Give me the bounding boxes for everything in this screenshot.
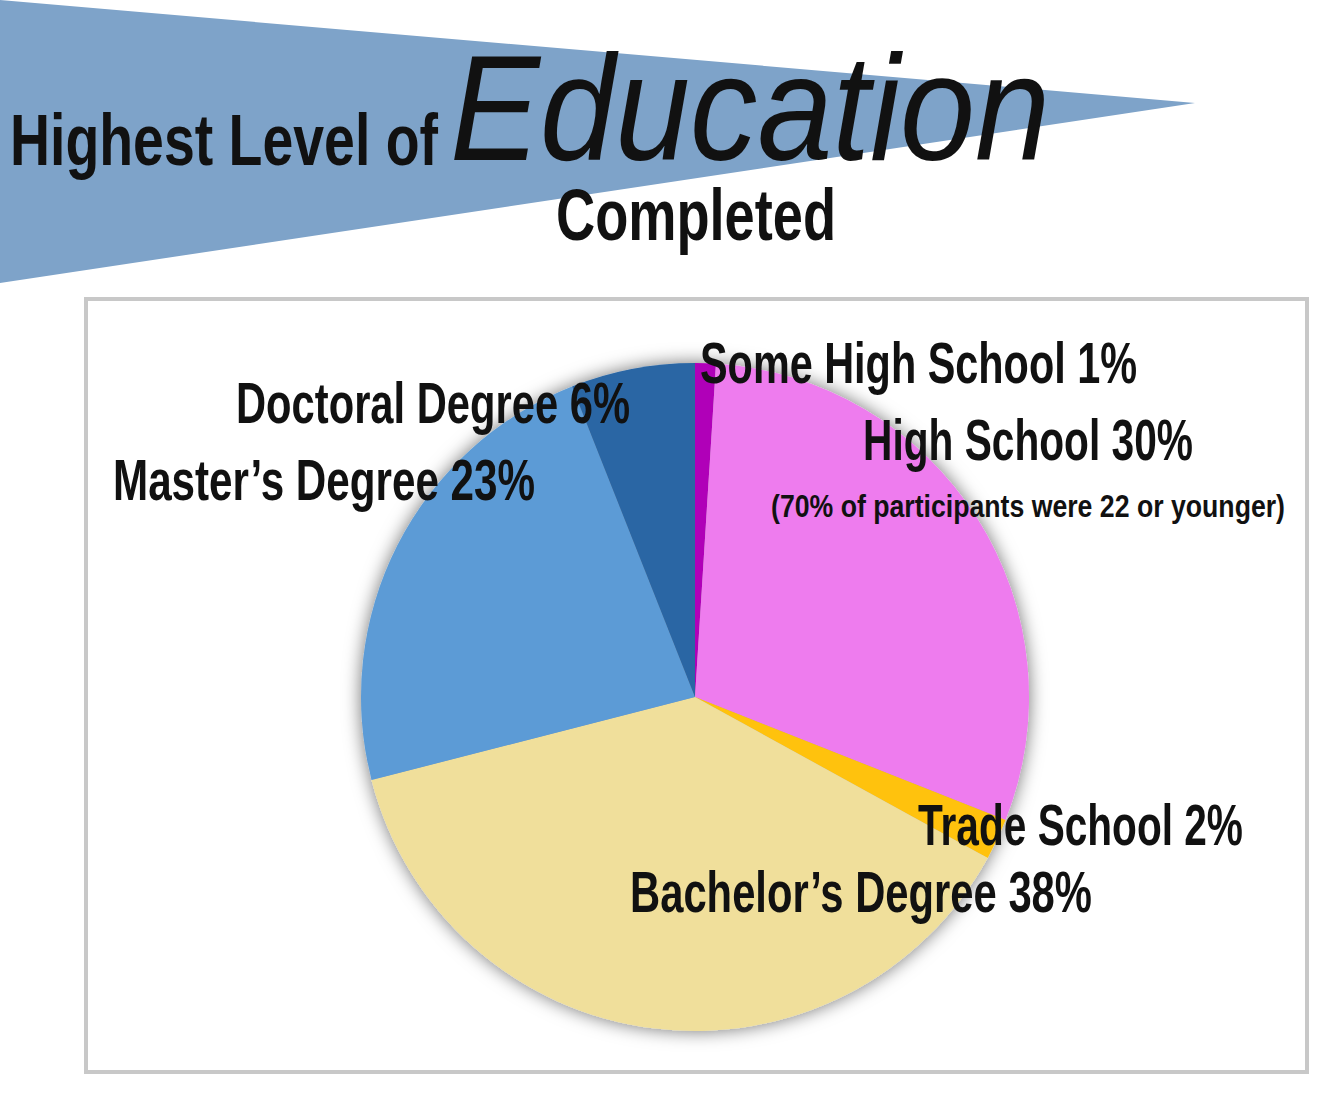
slice-label: Bachelor’s Degree 38% — [630, 859, 1092, 924]
title: Highest Level of — [10, 100, 439, 180]
value-label: 23% — [439, 447, 535, 512]
title-banner — [0, 0, 1195, 283]
slice-label: Trade School 2% — [918, 792, 1243, 857]
value-label: 30% — [1100, 407, 1193, 472]
value-label: 2% — [1173, 792, 1243, 857]
category-label: Bachelor’s Degree — [630, 859, 997, 924]
plot-frame — [86, 299, 1307, 1072]
value-label: 38% — [997, 859, 1092, 924]
category-label: Master’s Degree — [113, 447, 439, 512]
annotation: (70% of participants were 22 or younger) — [771, 488, 1285, 524]
value-label: 6% — [558, 370, 630, 435]
value-label: 1% — [1066, 330, 1137, 395]
chart-root: Highest Level ofEducationCompleted Some H… — [0, 0, 1337, 1100]
chart: Highest Level ofEducationCompleted Some H… — [0, 0, 1337, 1100]
slice-label: High School 30% — [863, 407, 1193, 472]
category-label: Doctoral Degree — [236, 370, 558, 435]
slice-label: Master’s Degree 23% — [113, 447, 535, 512]
title: Completed — [556, 175, 836, 255]
category-label: Some High School — [700, 330, 1066, 395]
category-label: High School — [863, 407, 1100, 472]
title: Education — [450, 24, 1050, 192]
category-label: Trade School — [918, 792, 1173, 857]
slice-label: Some High School 1% — [700, 330, 1137, 395]
slice-label: Doctoral Degree 6% — [236, 370, 630, 435]
